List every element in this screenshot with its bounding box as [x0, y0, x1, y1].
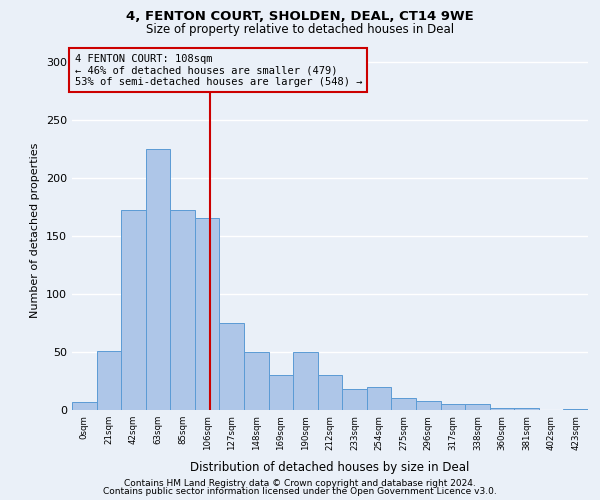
Bar: [342, 389, 367, 410]
Bar: [195, 218, 220, 410]
Bar: [318, 375, 342, 410]
Text: 4 FENTON COURT: 108sqm
← 46% of detached houses are smaller (479)
53% of semi-de: 4 FENTON COURT: 108sqm ← 46% of detached…: [74, 54, 362, 87]
Bar: [269, 375, 293, 410]
Text: Contains public sector information licensed under the Open Government Licence v3: Contains public sector information licen…: [103, 487, 497, 496]
Bar: [220, 323, 244, 410]
Bar: [170, 210, 195, 410]
Bar: [514, 408, 539, 410]
Bar: [146, 148, 170, 410]
Bar: [465, 404, 490, 410]
Bar: [121, 210, 146, 410]
Bar: [490, 408, 514, 410]
Bar: [293, 352, 318, 410]
Bar: [391, 398, 416, 410]
X-axis label: Distribution of detached houses by size in Deal: Distribution of detached houses by size …: [190, 461, 470, 474]
Bar: [440, 404, 465, 410]
Bar: [563, 409, 588, 410]
Bar: [72, 402, 97, 410]
Bar: [244, 352, 269, 410]
Y-axis label: Number of detached properties: Number of detached properties: [31, 142, 40, 318]
Text: 4, FENTON COURT, SHOLDEN, DEAL, CT14 9WE: 4, FENTON COURT, SHOLDEN, DEAL, CT14 9WE: [126, 10, 474, 23]
Bar: [367, 387, 391, 410]
Bar: [416, 400, 440, 410]
Text: Contains HM Land Registry data © Crown copyright and database right 2024.: Contains HM Land Registry data © Crown c…: [124, 478, 476, 488]
Bar: [97, 351, 121, 410]
Text: Size of property relative to detached houses in Deal: Size of property relative to detached ho…: [146, 22, 454, 36]
